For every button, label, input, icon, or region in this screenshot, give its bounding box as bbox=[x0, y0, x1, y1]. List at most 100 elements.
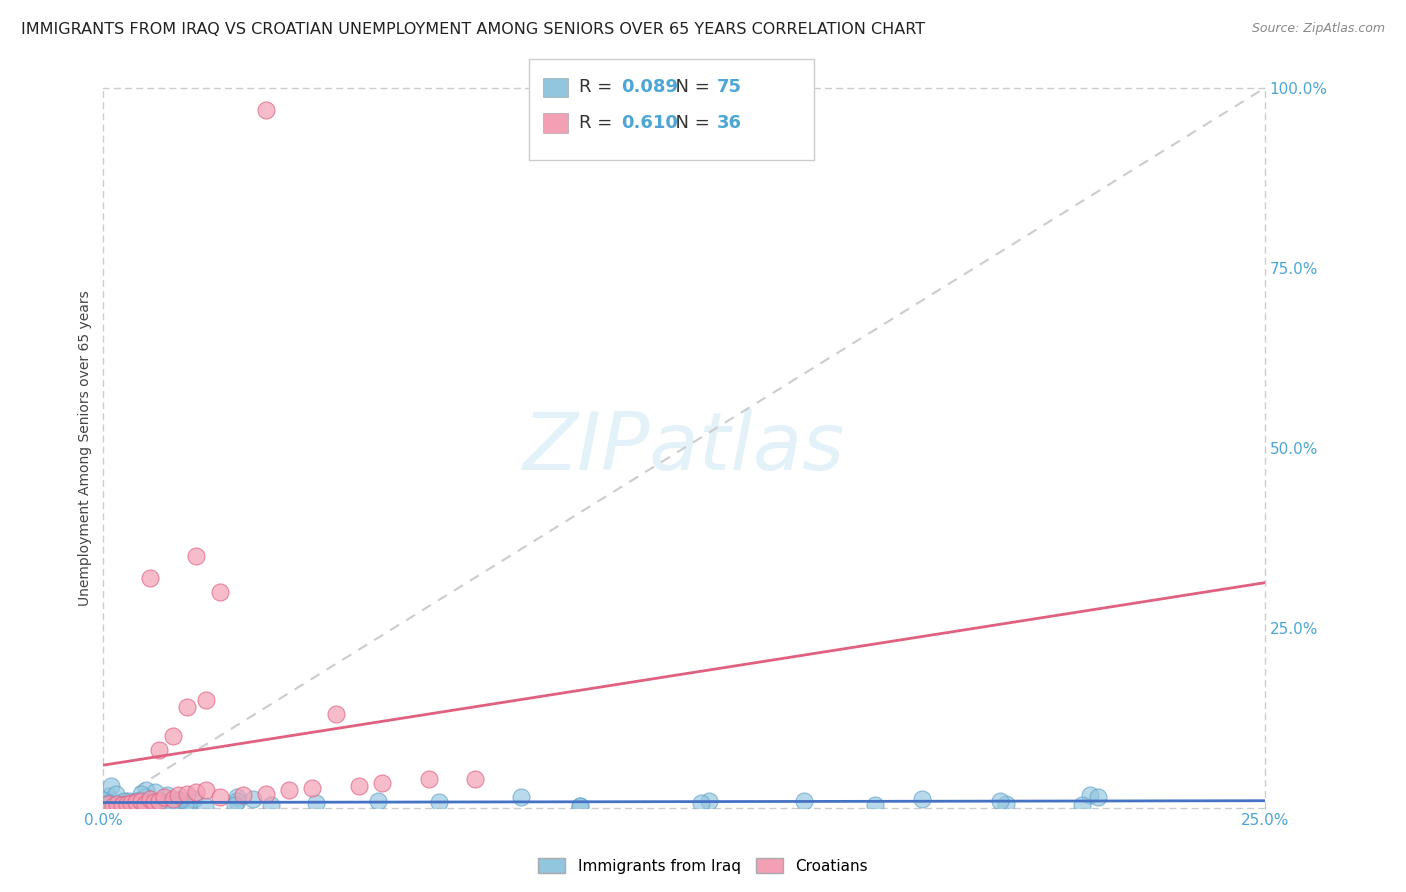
Point bbox=[232, 788, 254, 802]
Point bbox=[122, 797, 145, 811]
Point bbox=[143, 795, 166, 809]
Point bbox=[186, 549, 208, 563]
Point bbox=[125, 794, 148, 808]
Point bbox=[194, 783, 217, 797]
Point bbox=[156, 788, 179, 802]
Point bbox=[278, 783, 301, 797]
Point bbox=[107, 797, 129, 812]
Point bbox=[793, 794, 815, 808]
Point bbox=[371, 776, 394, 790]
Point bbox=[101, 798, 124, 813]
Point bbox=[131, 797, 153, 812]
Point bbox=[163, 797, 186, 812]
Point bbox=[124, 793, 146, 807]
Point bbox=[988, 794, 1011, 808]
Point bbox=[208, 585, 231, 599]
Point bbox=[111, 798, 134, 813]
Point bbox=[170, 793, 193, 807]
Point bbox=[152, 798, 174, 813]
Point bbox=[194, 693, 217, 707]
Text: R =: R = bbox=[579, 78, 619, 96]
Point bbox=[124, 798, 146, 813]
Point bbox=[464, 772, 486, 787]
Text: N =: N = bbox=[664, 78, 716, 96]
Point bbox=[118, 798, 141, 813]
Point bbox=[427, 795, 450, 809]
Text: 0.089: 0.089 bbox=[621, 78, 679, 96]
Point bbox=[166, 788, 188, 802]
Point bbox=[125, 797, 148, 812]
Point bbox=[162, 792, 184, 806]
Text: R =: R = bbox=[579, 114, 619, 132]
Text: 36: 36 bbox=[717, 114, 742, 132]
Text: IMMIGRANTS FROM IRAQ VS CROATIAN UNEMPLOYMENT AMONG SENIORS OVER 65 YEARS CORREL: IMMIGRANTS FROM IRAQ VS CROATIAN UNEMPLO… bbox=[21, 22, 925, 37]
Point bbox=[863, 798, 886, 813]
Point bbox=[120, 799, 142, 814]
Point bbox=[103, 799, 125, 814]
Point bbox=[568, 798, 591, 813]
Text: N =: N = bbox=[664, 114, 716, 132]
Point bbox=[176, 700, 198, 714]
Point bbox=[96, 789, 118, 803]
Point bbox=[367, 794, 389, 808]
Point bbox=[105, 797, 128, 812]
Point bbox=[1087, 790, 1109, 805]
Point bbox=[127, 801, 149, 815]
Text: 75: 75 bbox=[717, 78, 742, 96]
Point bbox=[115, 797, 138, 811]
Point bbox=[153, 797, 176, 811]
Point bbox=[110, 797, 132, 812]
Point bbox=[568, 799, 591, 814]
Point bbox=[183, 792, 205, 806]
Point bbox=[254, 103, 277, 117]
Point bbox=[97, 796, 120, 810]
Point bbox=[242, 792, 264, 806]
Point bbox=[134, 797, 156, 812]
Point bbox=[152, 790, 174, 805]
Point bbox=[224, 797, 246, 812]
Point bbox=[135, 783, 157, 797]
Point bbox=[148, 798, 170, 813]
Point bbox=[110, 798, 132, 813]
Point bbox=[226, 794, 249, 808]
Point bbox=[112, 794, 135, 808]
Point bbox=[347, 780, 370, 794]
Point bbox=[93, 793, 115, 807]
Point bbox=[186, 785, 208, 799]
Point bbox=[136, 800, 159, 814]
Point bbox=[1071, 797, 1094, 812]
Point bbox=[139, 571, 162, 585]
Point bbox=[162, 797, 184, 812]
Point bbox=[94, 800, 117, 814]
Point bbox=[176, 787, 198, 801]
Point bbox=[697, 794, 720, 808]
Point bbox=[177, 800, 200, 814]
Point bbox=[118, 794, 141, 808]
Point bbox=[118, 800, 141, 814]
Point bbox=[134, 789, 156, 804]
Point bbox=[111, 795, 134, 809]
Point bbox=[128, 797, 150, 812]
Legend: Immigrants from Iraq, Croatians: Immigrants from Iraq, Croatians bbox=[531, 852, 875, 880]
Point bbox=[139, 792, 162, 806]
Point bbox=[418, 772, 440, 787]
Point bbox=[305, 796, 328, 810]
Point bbox=[120, 796, 142, 810]
Point bbox=[174, 797, 197, 811]
Point bbox=[167, 793, 190, 807]
Point bbox=[226, 790, 249, 805]
Point bbox=[910, 792, 932, 806]
Point bbox=[690, 797, 713, 811]
Point bbox=[97, 795, 120, 809]
Point bbox=[148, 794, 170, 808]
Point bbox=[129, 794, 152, 808]
Point bbox=[122, 799, 145, 814]
Point bbox=[128, 797, 150, 812]
Point bbox=[105, 787, 128, 801]
Point bbox=[125, 795, 148, 809]
Point bbox=[139, 799, 162, 814]
Point bbox=[148, 743, 170, 757]
Point bbox=[208, 790, 231, 805]
Text: 0.610: 0.610 bbox=[621, 114, 678, 132]
Point bbox=[100, 780, 122, 794]
